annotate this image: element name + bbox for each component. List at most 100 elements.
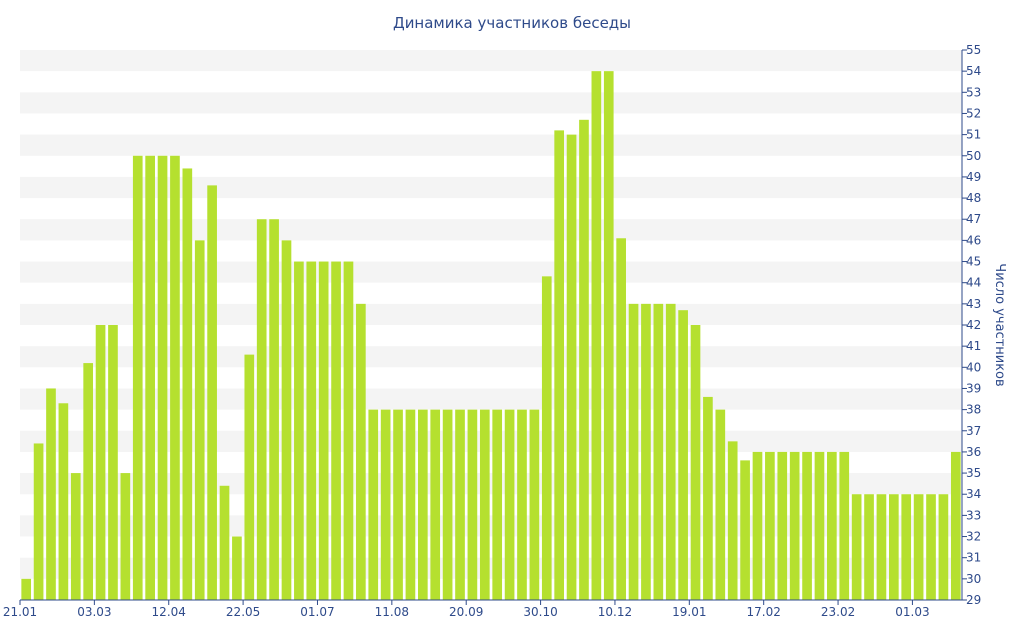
bar <box>554 130 565 600</box>
bar <box>219 485 230 600</box>
grid-band <box>20 346 962 368</box>
bar <box>789 451 800 600</box>
y-tick-label: 31 <box>966 551 981 565</box>
bar <box>517 409 527 600</box>
y-tick-label: 32 <box>966 530 981 544</box>
bar <box>889 494 899 600</box>
x-tick-label: 17.02 <box>747 605 781 619</box>
grid-band <box>20 515 962 537</box>
bar <box>665 303 676 600</box>
bar <box>269 219 279 601</box>
bar <box>851 494 862 600</box>
bar <box>913 494 924 600</box>
bar <box>479 409 490 600</box>
y-tick-label: 55 <box>966 43 981 57</box>
y-tick-label: 42 <box>966 318 981 332</box>
y-tick-label: 52 <box>966 106 981 120</box>
x-tick-label: 12.04 <box>152 605 186 619</box>
bar <box>678 310 688 600</box>
y-tick-label: 48 <box>966 191 981 205</box>
bar <box>46 388 56 600</box>
x-tick-label: 10.12 <box>598 605 632 619</box>
bars <box>21 71 961 601</box>
bar <box>33 443 44 600</box>
bar <box>864 494 874 600</box>
bar <box>108 325 118 600</box>
grid-band <box>20 557 962 579</box>
x-tick-label: 22.05 <box>226 605 260 619</box>
bar <box>244 354 255 600</box>
x-tick-label: 01.03 <box>895 605 929 619</box>
y-tick-label: 33 <box>966 508 981 522</box>
grid-band <box>20 303 962 325</box>
bar <box>703 396 713 600</box>
bar <box>603 71 614 600</box>
y-tick-label: 38 <box>966 403 981 417</box>
bar <box>83 363 94 600</box>
bar <box>95 325 106 600</box>
bar <box>690 325 701 600</box>
y-tick-label: 43 <box>966 297 981 311</box>
bar <box>938 494 949 600</box>
bar <box>194 240 205 600</box>
grid-band <box>20 50 962 72</box>
bar <box>405 409 416 600</box>
y-tick-label: 53 <box>966 85 981 99</box>
bar <box>926 494 936 600</box>
grid-band <box>20 388 962 410</box>
y-tick-label: 49 <box>966 170 981 184</box>
y-tick-label: 41 <box>966 339 981 353</box>
bar <box>566 134 577 600</box>
bar <box>343 261 354 600</box>
y-tick-label: 37 <box>966 424 981 438</box>
grid-band <box>20 176 962 199</box>
bar <box>281 240 292 600</box>
bar <box>653 303 664 600</box>
bar <box>740 460 750 600</box>
bar <box>120 473 131 600</box>
bar <box>356 303 366 600</box>
bar <box>504 409 515 600</box>
y-tick-label: 29 <box>966 593 981 607</box>
bar <box>467 409 478 600</box>
grid-band <box>20 219 962 241</box>
grid-band <box>20 134 962 156</box>
x-tick-label: 30.10 <box>523 605 557 619</box>
bar <box>232 536 242 600</box>
bar <box>529 409 540 600</box>
bar <box>418 409 428 600</box>
bar <box>442 409 453 600</box>
bar <box>541 276 552 600</box>
bar <box>492 409 503 600</box>
y-axis: 29 30 31 32 33 34 35 36 37 38 39 40 41 42 43 44 45 46 47 48… <box>961 43 981 607</box>
bar <box>628 303 639 600</box>
y-tick-label: 50 <box>966 149 981 163</box>
y-tick-label: 54 <box>966 64 981 78</box>
y-tick-label: 34 <box>966 487 981 501</box>
x-tick-label: 03.03 <box>77 605 111 619</box>
x-tick-label: 11.08 <box>375 605 409 619</box>
y-tick-label: 51 <box>966 128 981 142</box>
bar <box>380 409 391 600</box>
chart-title: Динамика участников беседы <box>393 14 631 32</box>
grid-band <box>20 92 962 114</box>
bar <box>331 261 341 600</box>
background-bands <box>20 50 962 579</box>
bar <box>876 494 887 600</box>
bar <box>455 409 465 600</box>
bar <box>145 155 155 600</box>
bar <box>901 494 912 600</box>
bar <box>765 451 775 600</box>
x-tick-label: 23.02 <box>821 605 855 619</box>
bar <box>715 409 726 600</box>
y-tick-label: 30 <box>966 572 981 586</box>
grid-band <box>20 430 962 452</box>
bar <box>777 451 788 600</box>
bar <box>58 403 69 600</box>
bar <box>157 155 168 600</box>
x-tick-label: 19.01 <box>672 605 706 619</box>
bar <box>752 451 763 600</box>
y-tick-label: 36 <box>966 445 981 459</box>
grid-band <box>20 473 962 495</box>
